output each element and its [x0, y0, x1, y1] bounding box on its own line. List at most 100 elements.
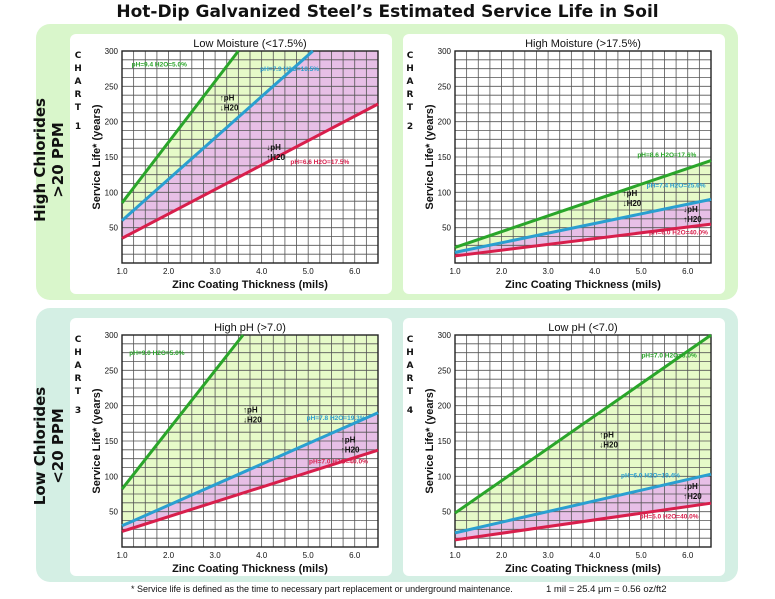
- row-label-high-line1: High Chlorides: [31, 98, 49, 222]
- series-annotation-blue: pH=7.9 H2O=10.5%: [260, 66, 319, 73]
- ph-direction-marker: ↑pH: [341, 435, 356, 444]
- x-tick-label: 3.0: [543, 551, 555, 560]
- h2o-direction-marker: ↓H20: [599, 440, 618, 449]
- chart-tag-number: 3: [74, 406, 82, 416]
- chart-tag-letter: A: [74, 361, 82, 371]
- y-tick-label: 150: [105, 153, 119, 162]
- chart-tag-letter: C: [74, 335, 82, 345]
- y-tick-label: 100: [438, 188, 452, 197]
- x-tick-label: 2.0: [496, 551, 508, 560]
- x-tick-label: 1.0: [449, 551, 461, 560]
- x-tick-label: 1.0: [449, 267, 461, 276]
- series-annotation-green: pH=9.4 H2O=5.0%: [132, 62, 187, 69]
- chart-tag-letter: A: [406, 77, 414, 87]
- chart-tag-letter: R: [406, 90, 414, 100]
- plot-frame: [121, 334, 379, 548]
- y-tick-label: 150: [438, 437, 452, 446]
- row-label-low-chlorides: Low Chlorides <20 PPM: [31, 387, 67, 505]
- y-tick-label: 250: [105, 82, 119, 91]
- series-annotation-red: pH=5.0 H2O=40.0%: [640, 514, 699, 521]
- chart-tag-letter: R: [74, 90, 82, 100]
- chart-tag-letter: C: [406, 335, 414, 345]
- ph-direction-marker: ↓pH: [683, 205, 698, 214]
- h2o-direction-marker: ↓H20: [243, 416, 262, 425]
- h2o-direction-marker: ↑H20: [341, 445, 360, 454]
- y-tick-label: 50: [109, 508, 118, 517]
- series-line-green: [454, 333, 712, 515]
- x-tick-label: 3.0: [210, 551, 222, 560]
- x-axis-label: Zinc Coating Thickness (mils): [505, 563, 661, 575]
- y-tick-label: 150: [438, 153, 452, 162]
- y-tick-label: 200: [105, 402, 119, 411]
- x-tick-label: 6.0: [349, 551, 361, 560]
- x-tick-label: 4.0: [256, 267, 268, 276]
- y-tick-label: 200: [438, 402, 452, 411]
- y-tick-label: 300: [105, 331, 119, 340]
- chart-tag-letter: T: [406, 387, 414, 397]
- x-tick-label: 4.0: [589, 267, 601, 276]
- chart-tag-number: 2: [406, 122, 414, 132]
- series-annotation-green: pH=9.0 H2O=5.0%: [129, 350, 184, 357]
- chart-tag-letter: T: [74, 387, 82, 397]
- y-tick-label: 50: [109, 224, 118, 233]
- y-tick-label: 150: [105, 437, 119, 446]
- chart-tag-letter: H: [406, 348, 414, 358]
- chart-tag-letter: R: [406, 374, 414, 384]
- row-label-low-line1: Low Chlorides: [31, 386, 49, 506]
- y-tick-label: 50: [442, 224, 451, 233]
- chart-tag-letter: H: [74, 64, 82, 74]
- chart-tag-number: 1: [74, 122, 82, 132]
- chart-tag-letter: H: [406, 64, 414, 74]
- chart-tag-letter: R: [74, 374, 82, 384]
- y-tick-label: 200: [438, 118, 452, 127]
- y-axis-label: Service Life* (years): [424, 388, 436, 494]
- ph-direction-marker: ↑pH: [220, 93, 235, 102]
- x-tick-label: 4.0: [589, 551, 601, 560]
- x-tick-label: 2.0: [163, 551, 175, 560]
- x-tick-label: 2.0: [163, 267, 175, 276]
- x-tick-label: 5.0: [303, 551, 315, 560]
- x-tick-label: 1.0: [116, 551, 128, 560]
- chart-tag-letter: H: [74, 348, 82, 358]
- series-annotation-red: pH=7.0 H2O=40.0%: [309, 459, 368, 466]
- chart-tag-letter: A: [406, 361, 414, 371]
- series-annotation-blue: pH=7.4 H2O=25.6%: [647, 182, 706, 189]
- h2o-direction-marker: ↑H20: [266, 153, 285, 162]
- ph-direction-marker: ↓pH: [683, 482, 698, 491]
- chart-2-svg: High Moisture (>17.5%) 1.0 2.0 3.0 4.0 5.0 6.0…: [424, 38, 712, 291]
- chart-title: High Moisture (>17.5%): [525, 38, 641, 50]
- x-tick-label: 1.0: [116, 267, 128, 276]
- series-line-green: [454, 159, 712, 249]
- x-tick-label: 3.0: [210, 267, 222, 276]
- y-tick-label: 100: [105, 188, 119, 197]
- x-tick-label: 4.0: [256, 551, 268, 560]
- chart-title: High pH (>7.0): [214, 322, 286, 334]
- y-tick-label: 100: [105, 472, 119, 481]
- h2o-direction-marker: ↓H20: [623, 199, 642, 208]
- ph-direction-marker: ↑pH: [623, 189, 638, 198]
- series-line-blue: [121, 411, 379, 528]
- y-tick-label: 300: [438, 331, 452, 340]
- series-line-red: [121, 102, 379, 240]
- h2o-direction-marker: ↑H20: [683, 215, 702, 224]
- series-annotation-blue: pH=7.8 H2O=19.3%: [307, 415, 366, 422]
- y-tick-label: 300: [438, 47, 452, 56]
- y-tick-label: 100: [438, 472, 452, 481]
- x-axis-label: Zinc Coating Thickness (mils): [505, 279, 661, 291]
- chart-tag-letter: T: [74, 103, 82, 113]
- series-line-blue: [454, 197, 712, 254]
- y-tick-label: 50: [442, 508, 451, 517]
- chart-tag-number: 4: [406, 406, 414, 416]
- x-tick-label: 5.0: [636, 551, 648, 560]
- y-axis-label: Service Life* (years): [424, 104, 436, 210]
- y-tick-label: 250: [105, 366, 119, 375]
- x-tick-label: 6.0: [682, 267, 694, 276]
- ph-direction-marker: ↓pH: [266, 143, 281, 152]
- x-tick-label: 5.0: [636, 267, 648, 276]
